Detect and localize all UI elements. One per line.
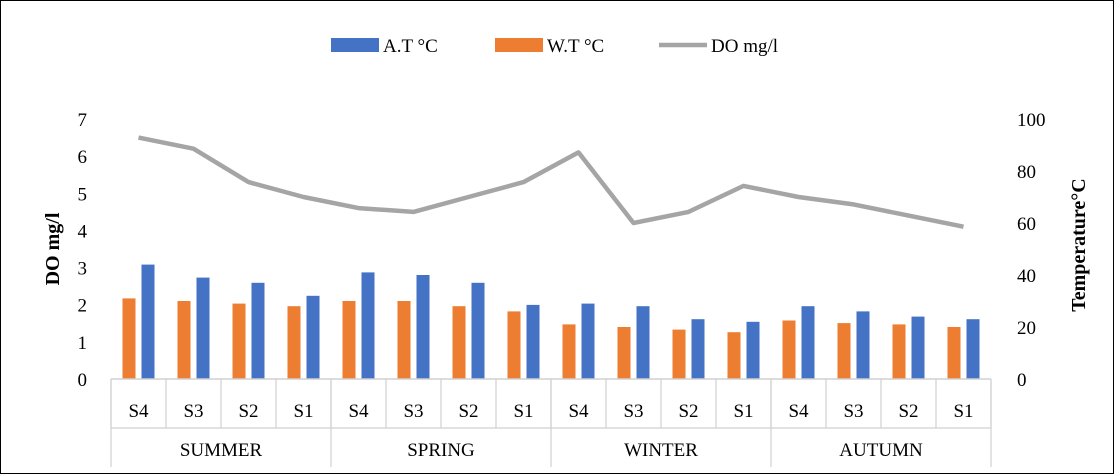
- bar-wt: [288, 306, 301, 379]
- x-category-label: S3: [183, 401, 203, 422]
- bar-wt: [673, 330, 686, 379]
- legend: A.T °C W.T °C DO mg/l: [331, 36, 778, 57]
- x-group-label: AUTUMN: [839, 440, 923, 461]
- x-category-label: S4: [348, 401, 369, 422]
- legend-swatch: [495, 38, 543, 52]
- bar-at: [142, 265, 155, 379]
- bar-wt: [343, 301, 356, 379]
- x-category-label: S1: [293, 401, 313, 422]
- x-group-label: SUMMER: [180, 440, 263, 461]
- left-axis-tick-label: 6: [78, 147, 88, 168]
- bar-wt: [563, 324, 576, 379]
- right-axis-tick-label: 80: [1017, 162, 1036, 183]
- bar-at: [472, 283, 485, 379]
- left-axis-tick-label: 4: [78, 221, 88, 242]
- left-axis-tick-label: 0: [78, 370, 88, 391]
- bar-at: [417, 275, 430, 379]
- left-axis-tick-label: 7: [78, 110, 88, 131]
- x-category-label: S3: [843, 401, 863, 422]
- x-category-label: S2: [458, 401, 478, 422]
- bar-wt: [948, 327, 961, 379]
- bar-wt: [728, 332, 741, 379]
- bar-at: [362, 272, 375, 379]
- x-category-label: S3: [623, 401, 643, 422]
- bar-at: [197, 278, 210, 379]
- x-group-label: WINTER: [624, 440, 698, 461]
- left-axis-tick-label: 3: [78, 259, 88, 280]
- bar-at: [527, 305, 540, 379]
- bar-wt: [123, 298, 136, 379]
- right-axis-tick-label: 60: [1017, 214, 1036, 235]
- bar-wt: [783, 321, 796, 380]
- bar-at: [857, 311, 870, 379]
- x-category-label: S3: [403, 401, 423, 422]
- x-category-label: S1: [513, 401, 533, 422]
- bar-at: [307, 296, 320, 379]
- x-axis: S4 S3 S2 S1 S4 S3 S2 S1 S4 S3 S2 S1 S4 S3 S2 S1 SUMMER SP…: [111, 379, 991, 467]
- right-axis-tick-label: 100: [1017, 110, 1046, 131]
- bars: [123, 265, 980, 379]
- x-group-label: SPRING: [407, 440, 475, 461]
- left-axis-tick-label: 2: [78, 296, 88, 317]
- do-line: [139, 138, 964, 227]
- bar-at: [747, 322, 760, 379]
- bar-at: [802, 306, 815, 379]
- left-axis-ticks: 0 1 2 3 4 5 6 7: [78, 110, 88, 391]
- do-line-layer: [138, 138, 963, 227]
- left-axis-title: DO mg/l: [42, 212, 64, 285]
- bar-wt: [618, 327, 631, 379]
- bar-wt: [453, 306, 466, 379]
- bar-at: [252, 283, 265, 379]
- x-category-label: S4: [128, 401, 149, 422]
- x-category-label: S2: [678, 401, 698, 422]
- bar-wt: [233, 304, 246, 379]
- bar-at: [967, 319, 980, 379]
- right-axis-tick-label: 20: [1017, 318, 1036, 339]
- bar-at: [582, 304, 595, 379]
- x-category-label: S1: [733, 401, 753, 422]
- bar-wt: [508, 311, 521, 379]
- bar-at: [692, 319, 705, 379]
- x-category-label: S4: [568, 401, 589, 422]
- bar-wt: [178, 301, 191, 379]
- bar-wt: [398, 301, 411, 379]
- bar-at: [912, 317, 925, 379]
- bar-wt: [838, 323, 851, 379]
- x-category-label: S2: [238, 401, 258, 422]
- right-axis-tick-label: 0: [1017, 370, 1027, 391]
- legend-swatch: [331, 38, 379, 52]
- right-axis-tick-label: 40: [1017, 266, 1036, 287]
- legend-label: DO mg/l: [711, 36, 778, 57]
- right-axis-ticks: 0 20 40 60 80 100: [1017, 110, 1046, 391]
- bar-at: [637, 306, 650, 379]
- x-category-label: S1: [953, 401, 973, 422]
- left-axis-tick-label: 1: [78, 333, 88, 354]
- legend-label: W.T °C: [547, 36, 604, 57]
- legend-label: A.T °C: [383, 36, 438, 57]
- x-category-label: S2: [898, 401, 918, 422]
- right-axis-title: Temperature°C: [1068, 178, 1090, 312]
- x-category-label: S4: [788, 401, 809, 422]
- left-axis-tick-label: 5: [78, 184, 88, 205]
- bar-wt: [893, 324, 906, 379]
